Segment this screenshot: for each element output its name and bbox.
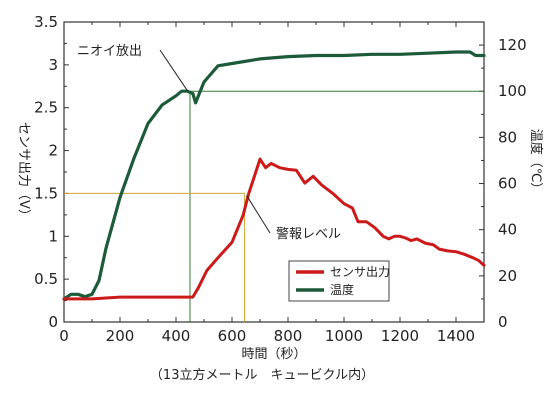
temperature-series-line: [62, 50, 486, 301]
y-right-tick-label: 100: [498, 82, 527, 100]
plot-frame: [63, 21, 485, 323]
x-axis-subtitle: （13立方メートル キュービクル内）: [150, 367, 374, 383]
y-right-tick-label: 20: [498, 267, 517, 285]
x-tick-label: 400: [162, 327, 191, 345]
y-right-tick-label: 0: [498, 313, 508, 331]
y-right-axis-title: 温度（℃）: [528, 129, 544, 196]
x-tick-label: 600: [218, 327, 247, 345]
x-tick-label: 0: [59, 327, 69, 345]
x-tick-label: 1400: [437, 327, 475, 345]
y-right-tick-label: 60: [498, 175, 517, 193]
y-left-tick-label: 2.5: [34, 99, 58, 117]
legend-label-sensor: センサ出力: [330, 265, 390, 279]
y-left-tick-label: 3: [48, 56, 58, 74]
alarm-level-label: 警報レベル: [276, 226, 341, 242]
y-left-tick-label: 2: [48, 142, 58, 160]
x-axis-title: 時間（秒）: [241, 347, 306, 362]
x-tick-label: 200: [106, 327, 135, 345]
odor-release-leader-line: [159, 49, 189, 92]
x-tick-label: 1200: [381, 327, 419, 345]
legend-box: [288, 260, 390, 302]
y-left-tick-label: 1: [48, 227, 58, 245]
y-left-tick-label: 0: [48, 313, 58, 331]
y-left-tick-label: 1.5: [34, 184, 58, 202]
y-left-tick-label: 3.5: [34, 13, 58, 31]
alarm-level-leader-line: [246, 195, 271, 234]
x-tick-label: 800: [274, 327, 303, 345]
sensor-output-series-line: [62, 157, 486, 301]
odor-release-label: ニオイ放出: [77, 44, 142, 59]
y-left-tick-label: 0.5: [34, 270, 58, 288]
y-right-tick-label: 120: [498, 36, 527, 54]
x-tick-label: 1000: [325, 327, 363, 345]
y-right-tick-label: 40: [498, 221, 517, 239]
y-right-tick-label: 80: [498, 128, 517, 146]
legend-label-temperature: 温度: [330, 282, 354, 297]
y-left-axis-title: センサ出力（V）: [16, 122, 31, 222]
